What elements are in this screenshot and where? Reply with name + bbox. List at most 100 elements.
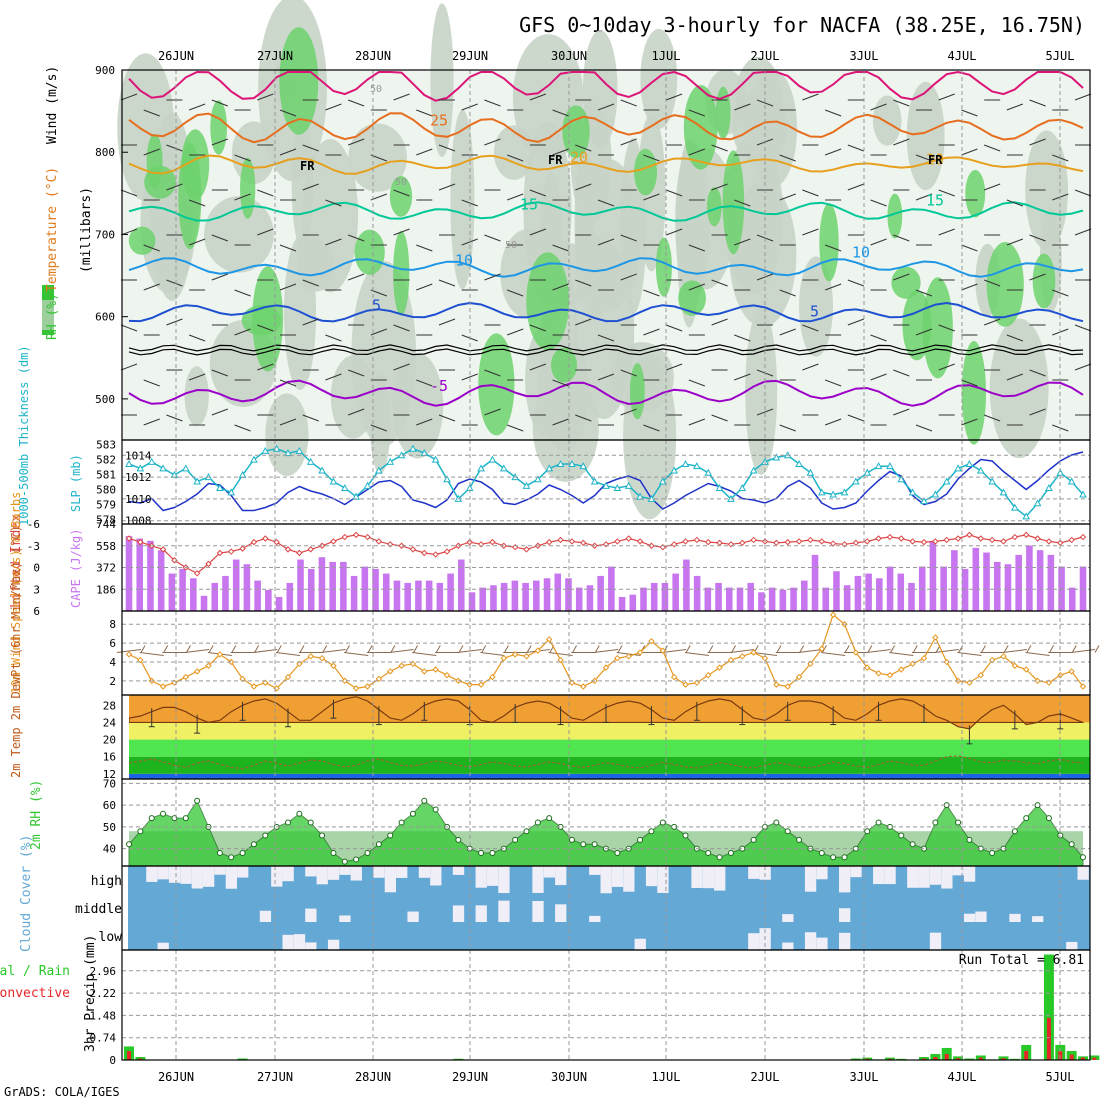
slp-point	[852, 477, 860, 485]
wind-barb	[893, 138, 910, 146]
cape-bar	[758, 592, 765, 611]
li-tick-label: -6	[27, 518, 40, 531]
slp-point	[125, 459, 133, 467]
cape-bar	[265, 589, 272, 611]
cloud-clear-cell	[952, 866, 964, 876]
wind-barb	[711, 279, 728, 287]
cloud-clear-cell	[839, 866, 851, 893]
wind-barb	[552, 148, 569, 156]
cloud-clear-cell	[907, 866, 919, 888]
rh2m-point	[716, 854, 723, 861]
cape-bar	[479, 587, 487, 611]
wind10m-point	[228, 658, 235, 666]
cloud-clear-cell	[975, 911, 987, 922]
wind10m-point	[727, 656, 735, 664]
slp-point	[954, 464, 962, 472]
precip-total-bar	[884, 1057, 895, 1060]
wind10m-barb	[344, 652, 369, 657]
wind-barb	[211, 99, 229, 107]
wind-barb	[257, 324, 274, 332]
panel-frame	[121, 949, 1091, 1061]
wind10m-barb	[844, 645, 850, 653]
cape-bar	[908, 582, 915, 611]
rh-humid-region	[478, 333, 515, 436]
cape-bar	[329, 561, 336, 611]
rh2m-point	[659, 819, 666, 826]
li-point	[193, 570, 201, 577]
wind-barb	[824, 148, 842, 156]
rh-contour-label: 50	[505, 240, 517, 251]
wind10m-barb	[344, 645, 350, 653]
temperature-contour	[128, 201, 1084, 222]
cloud-clear-cell	[146, 866, 158, 882]
wind-barb	[938, 189, 955, 197]
li-point	[284, 546, 292, 553]
date-label-bottom: 1JUL	[652, 1070, 681, 1084]
rh-humid-region	[965, 169, 986, 218]
slp-tick-label: 1014	[125, 449, 152, 462]
cape-bar	[200, 595, 208, 611]
y-axis-label: (millibars)	[79, 187, 94, 273]
cloud-clear-cell	[702, 866, 715, 889]
rh-humid-region	[961, 340, 986, 445]
wind-barb	[347, 138, 365, 146]
wind-barb	[688, 379, 706, 387]
rh2m-point	[523, 828, 530, 835]
cloud-clear-cell	[157, 942, 169, 950]
rh-moist-region	[291, 115, 314, 250]
wind-barb	[575, 414, 592, 422]
precip-total-bar	[850, 1058, 861, 1060]
wind10m-point	[318, 654, 326, 662]
cape-bar	[597, 575, 604, 611]
rh2m-point	[1068, 841, 1075, 848]
wind-barb	[802, 93, 819, 101]
slp-tick-label: 1008	[125, 515, 152, 528]
cape-bar	[275, 596, 283, 611]
rh2m-point	[705, 849, 712, 856]
slp-point	[499, 464, 508, 472]
rh2m-point	[364, 849, 371, 856]
wind10m-point	[602, 664, 610, 671]
wind-barb	[325, 103, 342, 111]
slp-point	[136, 464, 145, 472]
wind-barb	[234, 289, 251, 297]
rh2m-point	[830, 854, 837, 861]
date-label-top: 3JUL	[850, 49, 879, 63]
wind-barb	[983, 318, 1001, 326]
wind10m-barb	[208, 645, 214, 653]
rh-humid-region	[354, 229, 385, 275]
rh-moist-region	[370, 373, 391, 475]
cape-bar	[286, 582, 294, 611]
wind10m-point	[898, 666, 905, 673]
slp-point	[375, 466, 383, 474]
cloud-clear-cell	[305, 866, 317, 877]
wind-barb	[779, 328, 796, 336]
wind-barb	[665, 93, 683, 101]
rh-moist-region	[392, 353, 444, 459]
wind10m-point	[307, 653, 314, 660]
slp-point	[340, 483, 349, 491]
temperature-band	[122, 722, 1090, 740]
wind10m-barb	[253, 649, 278, 654]
wind-barb	[506, 154, 524, 162]
wind10m-barb	[798, 649, 823, 654]
li-point	[750, 536, 757, 544]
slp-point	[1033, 499, 1042, 507]
li-point	[625, 535, 632, 542]
wind-barb	[416, 244, 433, 252]
wind-barb	[279, 148, 297, 156]
slp-point	[817, 488, 826, 496]
cape-bar	[661, 582, 669, 611]
cape-bar	[693, 575, 701, 611]
wind10m-point	[352, 685, 360, 692]
cloud-clear-cell	[452, 905, 465, 922]
upper-air-axis-labels: RH (%)Temperature (°C) Wind (m/s)	[45, 66, 60, 340]
wind10m-barb	[321, 649, 346, 654]
wind10m-point	[1000, 653, 1007, 660]
wind-barb	[983, 279, 1001, 287]
panel-backgrounds	[117, 0, 1090, 950]
wind-barb	[1074, 324, 1092, 332]
precip-convective-bar	[1081, 1057, 1085, 1060]
cape-bar	[254, 580, 261, 611]
cloud-clear-cell	[430, 866, 442, 886]
